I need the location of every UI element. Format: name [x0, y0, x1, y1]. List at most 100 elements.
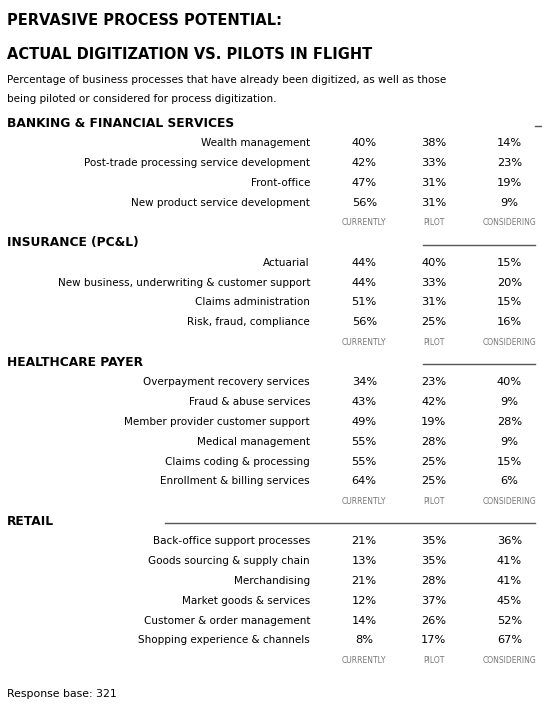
- Text: Back-office support processes: Back-office support processes: [153, 536, 310, 546]
- Text: Claims coding & processing: Claims coding & processing: [165, 457, 310, 466]
- Text: 47%: 47%: [352, 178, 377, 188]
- Text: 43%: 43%: [352, 397, 377, 407]
- Text: INSURANCE (PC&L): INSURANCE (PC&L): [7, 236, 138, 249]
- Text: 16%: 16%: [497, 317, 522, 327]
- Text: CURRENTLY: CURRENTLY: [342, 338, 386, 346]
- Text: Front-office: Front-office: [250, 178, 310, 188]
- Text: 25%: 25%: [421, 476, 446, 486]
- Text: Overpayment recovery services: Overpayment recovery services: [144, 377, 310, 387]
- Text: PERVASIVE PROCESS POTENTIAL:: PERVASIVE PROCESS POTENTIAL:: [7, 13, 281, 28]
- Text: Risk, fraud, compliance: Risk, fraud, compliance: [188, 317, 310, 327]
- Text: 13%: 13%: [352, 556, 377, 566]
- Text: 64%: 64%: [352, 476, 377, 486]
- Text: 44%: 44%: [352, 258, 377, 268]
- Text: 44%: 44%: [352, 278, 377, 288]
- Text: 56%: 56%: [352, 198, 377, 208]
- Text: 37%: 37%: [421, 596, 446, 606]
- Text: 41%: 41%: [497, 556, 522, 566]
- Text: 19%: 19%: [421, 417, 446, 427]
- Text: 28%: 28%: [421, 437, 446, 447]
- Text: CURRENTLY: CURRENTLY: [342, 219, 386, 227]
- Text: HEALTHCARE PAYER: HEALTHCARE PAYER: [7, 356, 143, 368]
- Text: Fraud & abuse services: Fraud & abuse services: [189, 397, 310, 407]
- Text: RETAIL: RETAIL: [7, 515, 54, 528]
- Text: PILOT: PILOT: [423, 656, 444, 665]
- Text: 52%: 52%: [497, 616, 522, 626]
- Text: PILOT: PILOT: [423, 219, 444, 227]
- Text: 40%: 40%: [421, 258, 446, 268]
- Text: Actuarial: Actuarial: [263, 258, 310, 268]
- Text: being piloted or considered for process digitization.: being piloted or considered for process …: [7, 94, 276, 104]
- Text: 15%: 15%: [497, 297, 522, 307]
- Text: CURRENTLY: CURRENTLY: [342, 497, 386, 506]
- Text: 28%: 28%: [497, 417, 522, 427]
- Text: Medical management: Medical management: [197, 437, 310, 447]
- Text: Percentage of business processes that have already been digitized, as well as th: Percentage of business processes that ha…: [7, 75, 446, 85]
- Text: 49%: 49%: [352, 417, 377, 427]
- Text: Post-trade processing service development: Post-trade processing service developmen…: [84, 158, 310, 168]
- Text: 17%: 17%: [421, 635, 446, 645]
- Text: Merchandising: Merchandising: [234, 576, 310, 586]
- Text: CONSIDERING: CONSIDERING: [482, 219, 537, 227]
- Text: 23%: 23%: [421, 377, 446, 387]
- Text: 6%: 6%: [501, 476, 518, 486]
- Text: 55%: 55%: [352, 457, 377, 466]
- Text: 19%: 19%: [497, 178, 522, 188]
- Text: 31%: 31%: [421, 178, 446, 188]
- Text: Response base: 321: Response base: 321: [7, 689, 116, 699]
- Text: 31%: 31%: [421, 198, 446, 208]
- Text: Market goods & services: Market goods & services: [182, 596, 310, 606]
- Text: New product service development: New product service development: [131, 198, 310, 208]
- Text: 41%: 41%: [497, 576, 522, 586]
- Text: 25%: 25%: [421, 317, 446, 327]
- Text: 42%: 42%: [421, 397, 446, 407]
- Text: 40%: 40%: [352, 138, 377, 148]
- Text: 31%: 31%: [421, 297, 446, 307]
- Text: 15%: 15%: [497, 258, 522, 268]
- Text: 56%: 56%: [352, 317, 377, 327]
- Text: ACTUAL DIGITIZATION VS. PILOTS IN FLIGHT: ACTUAL DIGITIZATION VS. PILOTS IN FLIGHT: [7, 47, 372, 62]
- Text: 21%: 21%: [352, 536, 377, 546]
- Text: 35%: 35%: [421, 556, 446, 566]
- Text: 14%: 14%: [352, 616, 377, 626]
- Text: 51%: 51%: [352, 297, 377, 307]
- Text: PILOT: PILOT: [423, 338, 444, 346]
- Text: PILOT: PILOT: [423, 497, 444, 506]
- Text: CONSIDERING: CONSIDERING: [482, 497, 537, 506]
- Text: 33%: 33%: [421, 158, 446, 168]
- Text: CONSIDERING: CONSIDERING: [482, 656, 537, 665]
- Text: 67%: 67%: [497, 635, 522, 645]
- Text: 36%: 36%: [497, 536, 522, 546]
- Text: 45%: 45%: [497, 596, 522, 606]
- Text: 9%: 9%: [500, 198, 519, 208]
- Text: 55%: 55%: [352, 437, 377, 447]
- Text: BANKING & FINANCIAL SERVICES: BANKING & FINANCIAL SERVICES: [7, 117, 234, 130]
- Text: 34%: 34%: [352, 377, 377, 387]
- Text: 21%: 21%: [352, 576, 377, 586]
- Text: 42%: 42%: [352, 158, 377, 168]
- Text: CURRENTLY: CURRENTLY: [342, 656, 386, 665]
- Text: 28%: 28%: [421, 576, 446, 586]
- Text: 15%: 15%: [497, 457, 522, 466]
- Text: Shopping experience & channels: Shopping experience & channels: [138, 635, 310, 645]
- Text: Wealth management: Wealth management: [201, 138, 310, 148]
- Text: 23%: 23%: [497, 158, 522, 168]
- Text: 20%: 20%: [497, 278, 522, 288]
- Text: 26%: 26%: [421, 616, 446, 626]
- Text: 25%: 25%: [421, 457, 446, 466]
- Text: New business, underwriting & customer support: New business, underwriting & customer su…: [57, 278, 310, 288]
- Text: 8%: 8%: [355, 635, 373, 645]
- Text: Goods sourcing & supply chain: Goods sourcing & supply chain: [149, 556, 310, 566]
- Text: 38%: 38%: [421, 138, 446, 148]
- Text: 33%: 33%: [421, 278, 446, 288]
- Text: 14%: 14%: [497, 138, 522, 148]
- Text: 12%: 12%: [352, 596, 377, 606]
- Text: Member provider customer support: Member provider customer support: [125, 417, 310, 427]
- Text: Claims administration: Claims administration: [195, 297, 310, 307]
- Text: 9%: 9%: [500, 437, 519, 447]
- Text: Customer & order management: Customer & order management: [144, 616, 310, 626]
- Text: 35%: 35%: [421, 536, 446, 546]
- Text: CONSIDERING: CONSIDERING: [482, 338, 537, 346]
- Text: 40%: 40%: [497, 377, 522, 387]
- Text: Enrollment & billing services: Enrollment & billing services: [160, 476, 310, 486]
